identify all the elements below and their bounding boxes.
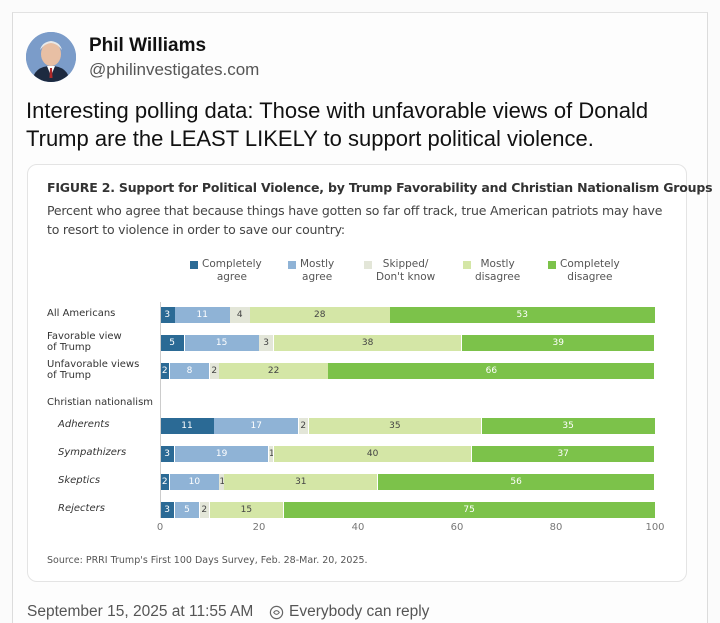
bar-segment: 40: [273, 446, 472, 462]
bar-segment: 2: [160, 363, 170, 379]
bar-segment: 2: [298, 418, 308, 434]
row-label: Unfavorable views of Trump: [47, 359, 140, 381]
legend-label: Completely agree: [202, 258, 262, 283]
bar-segment: 3: [160, 502, 175, 518]
bar-segment: 35: [308, 418, 482, 434]
chart-title: FIGURE 2. Support for Political Violence…: [47, 180, 713, 195]
legend-label: Completely disagree: [560, 258, 620, 283]
legend-swatch: [364, 261, 372, 269]
bar-segment: 31: [224, 474, 378, 490]
bar-row: 3 19 1 40 37: [160, 446, 655, 462]
row-label: Adherents: [58, 419, 110, 430]
group-label-christian-nationalism: Christian nationalism: [47, 397, 154, 408]
bar-segment: 2: [209, 363, 219, 379]
legend-label: Skipped/Don't know: [376, 258, 436, 283]
chart-source: Source: PRRI Trump's First 100 Days Surv…: [47, 555, 368, 566]
x-tick-label: 60: [450, 522, 464, 533]
bar-segment: 1: [268, 446, 274, 462]
row-label: Skeptics: [58, 475, 101, 486]
bar-row: 11 17 2 35 35: [160, 418, 655, 434]
bar-segment: 37: [471, 446, 655, 462]
bar-segment: 38: [273, 335, 462, 351]
bar-segment: 28: [250, 307, 390, 323]
bar-segment: 19: [174, 446, 269, 462]
bar-segment: 15: [209, 502, 284, 518]
bar-segment: 1: [219, 474, 224, 490]
bar-segment: 17: [214, 418, 299, 434]
legend-swatch: [288, 261, 296, 269]
row-label: Favorable view of Trump: [47, 331, 122, 353]
bar-segment: 8: [169, 363, 209, 379]
bar-segment: 3: [160, 446, 175, 462]
bar-row: 2 10 1 31 56: [160, 474, 655, 490]
bar-segment: 11: [160, 418, 214, 434]
bar-segment: 2: [199, 502, 209, 518]
x-tick-label: 40: [351, 522, 365, 533]
bar-segment: 22: [219, 363, 328, 379]
bar-segment: 3: [259, 335, 274, 351]
bar-segment: 39: [461, 335, 655, 351]
bar-row: 3 11 4 28 53: [160, 307, 655, 323]
bar-segment: 4: [230, 307, 250, 323]
bar-segment: 53: [390, 307, 655, 323]
bar-segment: 66: [328, 363, 655, 379]
legend-label: Mostly disagree: [475, 258, 521, 283]
bar-segment: 15: [184, 335, 259, 351]
x-tick-label: 0: [156, 522, 164, 533]
legend-swatch: [190, 261, 198, 269]
post-timestamp[interactable]: September 15, 2025 at 11:55 AM: [27, 603, 254, 620]
bar-segment: 35: [481, 418, 655, 434]
chart-subtitle: Percent who agree that because things ha…: [47, 203, 663, 237]
legend-swatch: [463, 261, 471, 269]
x-tick-label: 20: [252, 522, 266, 533]
reply-setting-text: Everybody can reply: [289, 603, 430, 620]
bar-row: 5 15 3 38 39: [160, 335, 655, 351]
row-label: Rejecters: [58, 503, 105, 514]
bar-segment: 2: [160, 474, 170, 490]
row-label: All Americans: [47, 308, 116, 319]
bar-segment: 11: [175, 307, 230, 323]
row-label: Sympathizers: [58, 447, 127, 458]
x-tick-label: 80: [549, 522, 563, 533]
legend-swatch: [548, 261, 556, 269]
bar-segment: 3: [160, 307, 175, 323]
bar-row: 2 8 2 22 66: [160, 363, 655, 379]
bar-segment: 56: [377, 474, 655, 490]
reply-settings-icon: [269, 605, 284, 620]
legend-label: Mostly agree: [300, 258, 335, 283]
bar-segment: 5: [160, 335, 185, 351]
avatar[interactable]: [26, 32, 76, 82]
post-text: Interesting polling data: Those with unf…: [26, 98, 649, 151]
x-tick-label: 100: [645, 522, 665, 533]
author-name[interactable]: Phil Williams: [89, 35, 207, 56]
bar-segment: 5: [174, 502, 200, 518]
author-handle[interactable]: @philinvestigates.com: [89, 60, 260, 79]
chart-axis-line: [160, 302, 161, 518]
bar-row: 3 5 2 15 75: [160, 502, 655, 518]
bar-segment: 10: [169, 474, 219, 490]
bar-segment: 75: [283, 502, 655, 518]
